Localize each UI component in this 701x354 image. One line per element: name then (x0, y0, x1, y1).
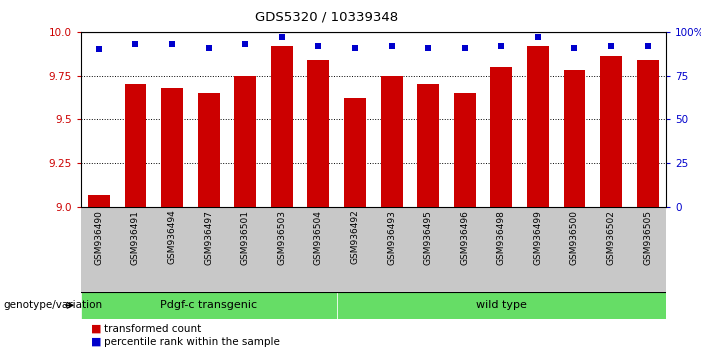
Point (276, 34, 287, 40)
Text: GSM936498: GSM936498 (497, 210, 506, 264)
Text: GSM936496: GSM936496 (461, 210, 469, 264)
Text: Pdgf-c transgenic: Pdgf-c transgenic (160, 300, 257, 310)
Bar (161, 88, 183, 207)
Point (93, 47, 104, 52)
Point (423, 45, 434, 51)
Bar (490, 67, 512, 207)
Bar (417, 85, 439, 207)
Bar (308, 60, 329, 207)
Bar (637, 60, 659, 207)
Text: GSM936503: GSM936503 (278, 210, 286, 265)
Text: percentile rank within the sample: percentile rank within the sample (104, 337, 280, 347)
Bar (381, 76, 402, 207)
Text: GSM936495: GSM936495 (423, 210, 433, 264)
Bar (88, 195, 110, 207)
Text: GSM936492: GSM936492 (350, 210, 360, 264)
Point (313, 43, 324, 49)
Text: GSM936499: GSM936499 (533, 210, 543, 264)
Text: ■: ■ (91, 324, 102, 333)
Text: GSM936505: GSM936505 (643, 210, 652, 265)
Text: GSM936502: GSM936502 (606, 210, 615, 264)
Bar (234, 76, 256, 207)
Text: GSM936490: GSM936490 (95, 210, 104, 264)
Point (130, 41, 141, 47)
Bar (454, 93, 476, 207)
Text: GSM936491: GSM936491 (131, 210, 140, 264)
Point (459, 45, 470, 51)
Text: wild type: wild type (476, 300, 526, 310)
Text: transformed count: transformed count (104, 324, 201, 333)
Point (166, 41, 177, 47)
Point (349, 45, 360, 51)
Text: GSM936501: GSM936501 (240, 210, 250, 265)
Bar (336, 292, 666, 319)
Bar (527, 46, 549, 207)
Bar (600, 56, 622, 207)
Text: GSM936500: GSM936500 (570, 210, 579, 265)
Bar (344, 98, 366, 207)
Point (532, 34, 543, 40)
Bar (271, 46, 293, 207)
Point (496, 43, 507, 49)
Point (240, 41, 251, 47)
Point (606, 43, 617, 49)
Point (203, 45, 215, 51)
Point (642, 43, 653, 49)
Text: GSM936493: GSM936493 (387, 210, 396, 264)
Text: ■: ■ (91, 337, 102, 347)
Text: GDS5320 / 10339348: GDS5320 / 10339348 (255, 11, 398, 24)
Text: GSM936497: GSM936497 (204, 210, 213, 264)
Bar (564, 70, 585, 207)
Point (386, 43, 397, 49)
Bar (198, 93, 219, 207)
Text: GSM936504: GSM936504 (314, 210, 323, 264)
Text: GSM936494: GSM936494 (168, 210, 177, 264)
Point (569, 45, 580, 51)
Bar (125, 85, 147, 207)
Bar (81, 292, 336, 319)
Text: genotype/variation: genotype/variation (4, 300, 102, 310)
